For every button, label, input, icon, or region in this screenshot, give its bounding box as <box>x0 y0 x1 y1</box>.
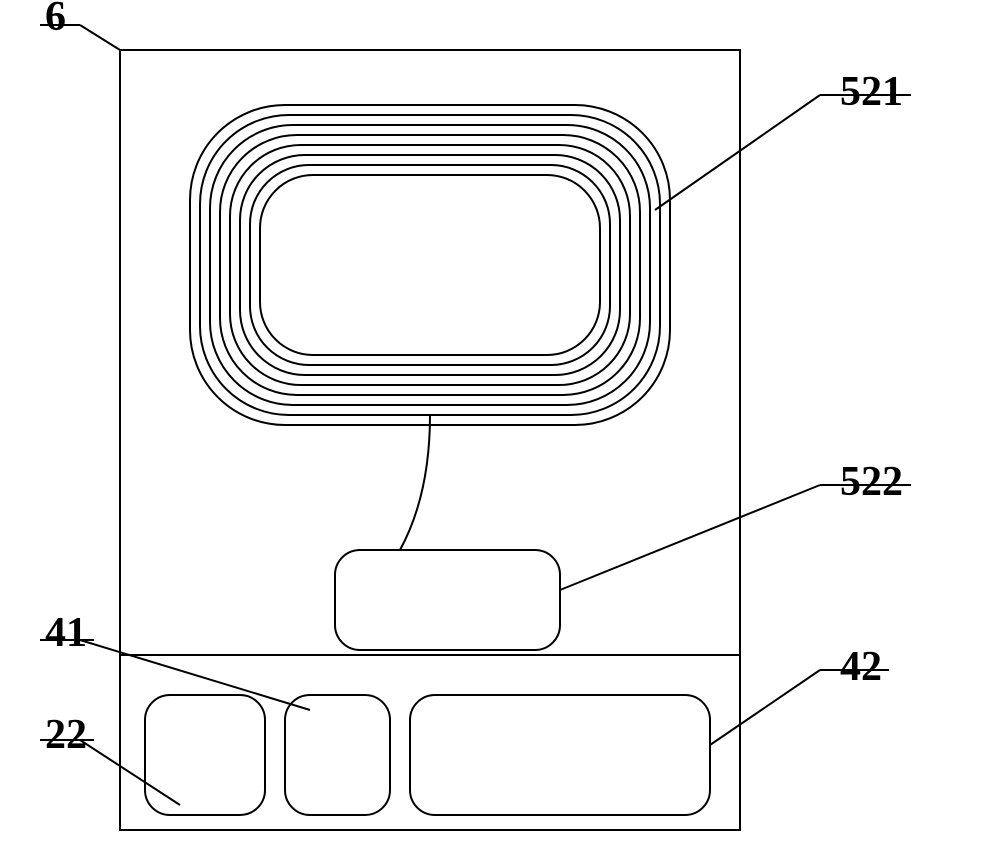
chip-522 <box>335 550 560 650</box>
block-22 <box>145 695 265 815</box>
label-l42: 42 <box>840 644 882 690</box>
leader-l522 <box>560 485 820 590</box>
coil-521 <box>190 105 670 425</box>
leader-l521 <box>655 95 820 210</box>
leader-l22 <box>80 740 180 805</box>
leader-l42 <box>710 670 820 745</box>
block-41 <box>285 695 390 815</box>
label-l6: 6 <box>45 0 66 40</box>
label-l522: 522 <box>840 459 903 505</box>
block-42 <box>410 695 710 815</box>
leader-l6 <box>80 25 120 50</box>
leader-l41 <box>80 640 310 710</box>
label-l22: 22 <box>45 712 87 758</box>
technical-diagram: 6 521 522 42 41 22 <box>0 0 1000 865</box>
label-l41: 41 <box>45 610 87 656</box>
label-l521: 521 <box>840 69 903 115</box>
coil-wire <box>400 415 430 550</box>
